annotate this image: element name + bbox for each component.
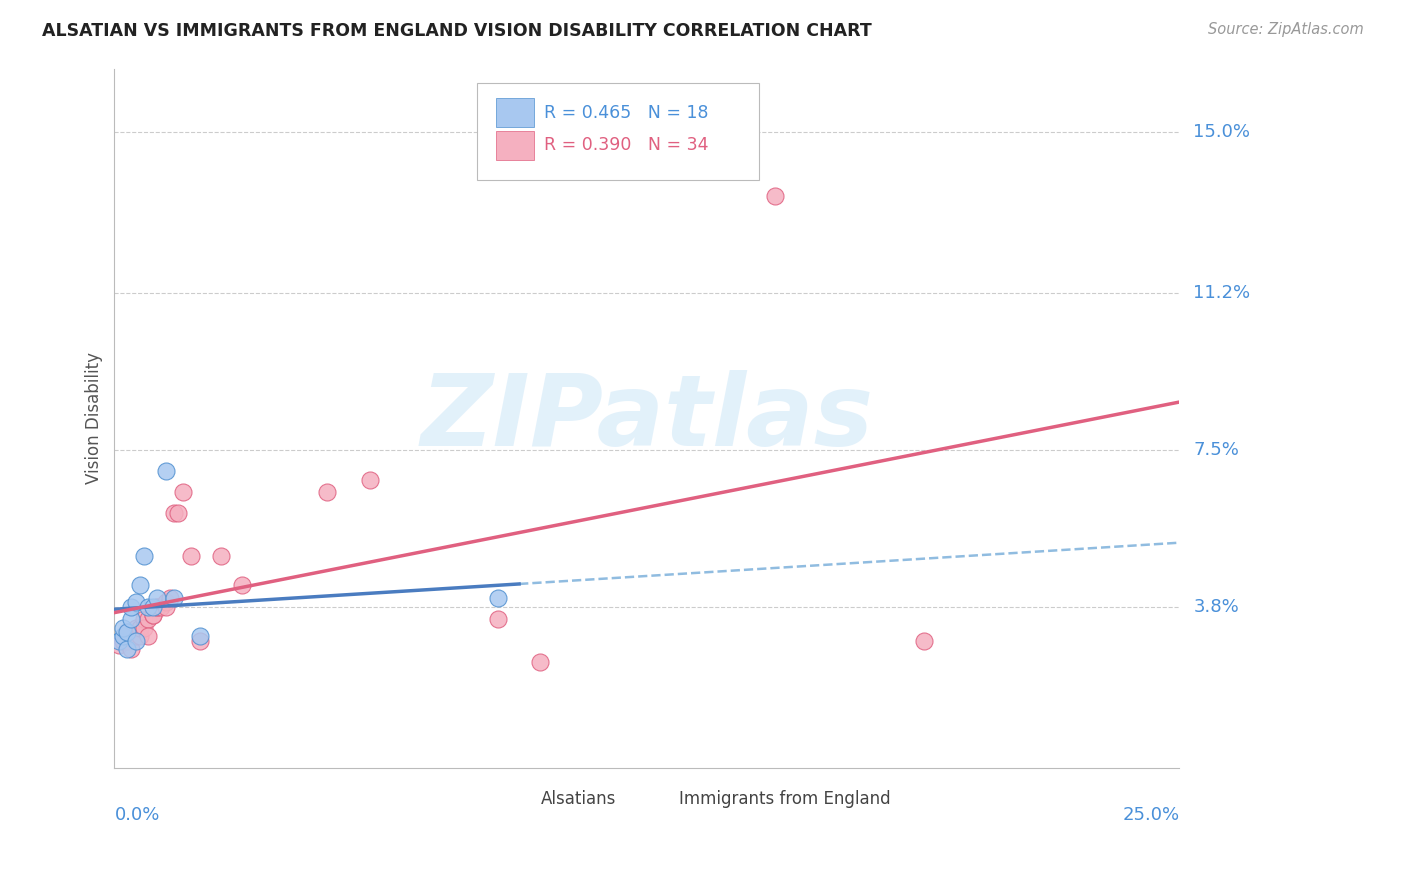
Text: R = 0.465   N = 18: R = 0.465 N = 18 [544, 103, 709, 121]
Point [180, 549, 202, 563]
Point [138, 629, 160, 643]
Point [163, 591, 186, 606]
Text: 0.0%: 0.0% [114, 806, 160, 824]
Point [146, 599, 169, 614]
Point [155, 599, 177, 614]
Point [188, 629, 211, 643]
Point [359, 473, 381, 487]
Point [107, 633, 129, 648]
Point [231, 578, 253, 592]
Point [316, 485, 339, 500]
Point [125, 633, 148, 648]
FancyBboxPatch shape [645, 788, 676, 817]
Point [120, 642, 142, 657]
Text: Source: ZipAtlas.com: Source: ZipAtlas.com [1208, 22, 1364, 37]
Point [486, 591, 509, 606]
Text: R = 0.390   N = 34: R = 0.390 N = 34 [544, 136, 709, 154]
Point [138, 599, 160, 614]
Point [125, 621, 148, 635]
Point [134, 621, 156, 635]
Point [486, 612, 509, 626]
FancyBboxPatch shape [506, 788, 537, 817]
Point [172, 485, 194, 500]
FancyBboxPatch shape [477, 82, 759, 180]
Point [167, 507, 190, 521]
Point [134, 612, 156, 626]
FancyBboxPatch shape [496, 98, 534, 128]
Point [155, 464, 177, 478]
Point [115, 625, 138, 640]
Text: 3.8%: 3.8% [1194, 598, 1239, 615]
Point [115, 625, 138, 640]
Text: ZIPatlas: ZIPatlas [420, 369, 873, 467]
Point [763, 188, 786, 202]
Point [115, 642, 138, 657]
Text: ALSATIAN VS IMMIGRANTS FROM ENGLAND VISION DISABILITY CORRELATION CHART: ALSATIAN VS IMMIGRANTS FROM ENGLAND VISI… [42, 22, 872, 40]
Point [125, 629, 148, 643]
Point [138, 612, 160, 626]
Point [107, 638, 129, 652]
Point [129, 578, 152, 592]
Text: 11.2%: 11.2% [1194, 285, 1250, 302]
FancyBboxPatch shape [496, 131, 534, 160]
Point [120, 599, 142, 614]
Text: 15.0%: 15.0% [1194, 123, 1250, 141]
Point [142, 599, 165, 614]
Point [125, 595, 148, 609]
Point [150, 599, 173, 614]
Point [142, 608, 165, 623]
Point [155, 595, 177, 609]
Point [912, 633, 935, 648]
Point [146, 599, 169, 614]
Text: Alsatians: Alsatians [540, 790, 616, 808]
Point [209, 549, 232, 563]
Point [142, 608, 165, 623]
Point [188, 633, 211, 648]
Point [111, 621, 134, 635]
Point [129, 629, 152, 643]
Point [159, 591, 181, 606]
Text: 25.0%: 25.0% [1122, 806, 1180, 824]
Point [111, 633, 134, 648]
Point [111, 629, 134, 643]
Point [163, 507, 186, 521]
Point [120, 612, 142, 626]
Point [115, 633, 138, 648]
Point [146, 591, 169, 606]
Point [529, 655, 551, 669]
Text: 7.5%: 7.5% [1194, 441, 1239, 458]
Point [129, 621, 152, 635]
Y-axis label: Vision Disability: Vision Disability [86, 352, 103, 484]
Text: Immigrants from England: Immigrants from England [679, 790, 890, 808]
Point [134, 549, 156, 563]
